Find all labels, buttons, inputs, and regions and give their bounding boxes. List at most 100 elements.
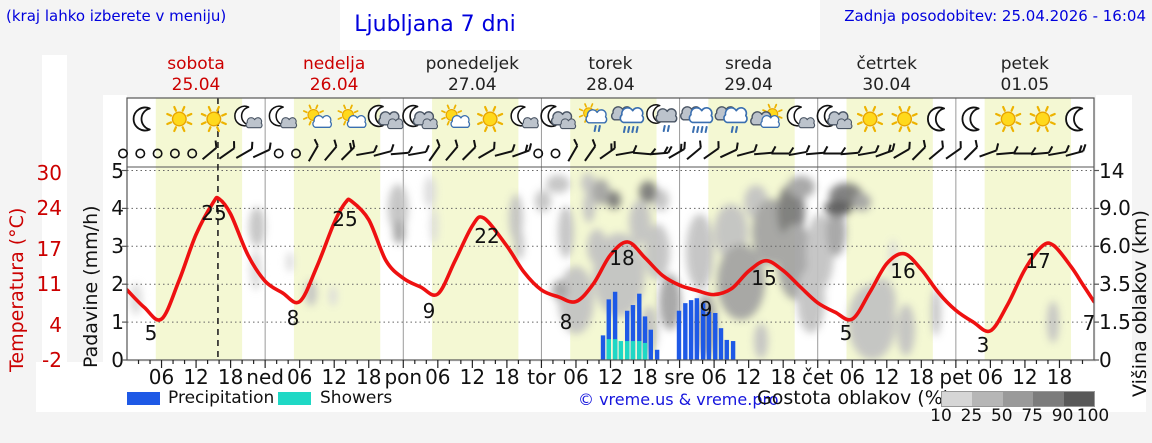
svg-text:18: 18 (609, 246, 634, 270)
time-label: 18 (494, 365, 520, 389)
weather-icon-sun-cloud (441, 104, 471, 128)
weather-icon-moon (1065, 106, 1084, 132)
weather-icon-sun (166, 105, 193, 133)
svg-text:5: 5 (145, 321, 158, 345)
weather-icon-moon (132, 106, 151, 132)
time-label: 18 (908, 365, 935, 389)
tick-label: 1 (111, 310, 124, 335)
svg-text:8: 8 (560, 310, 573, 334)
time-label: 06 (839, 365, 865, 389)
cloud-shading (130, 173, 1059, 360)
cloud-scale-label: 75 (1021, 406, 1044, 426)
time-label: 12 (1012, 365, 1038, 389)
time-label: 12 (874, 365, 900, 389)
cloud-scale-label: 100 (1076, 406, 1110, 426)
tick-label: 4 (111, 196, 124, 221)
time-label: 06 (563, 365, 589, 389)
time-label: 12 (459, 365, 486, 389)
weather-icon-moon-grayclouds (402, 104, 438, 130)
weather-icon-moon-cloud (786, 105, 816, 129)
cloud-scale-segment (1063, 392, 1094, 406)
cloud-density-scale-bar (941, 391, 1095, 407)
time-label: 18 (770, 365, 796, 389)
time-label: 06 (286, 365, 313, 389)
credit-link[interactable]: © vreme.us & vreme.pro (578, 390, 779, 409)
time-label: 06 (977, 365, 1004, 389)
weather-icon-moon (961, 106, 980, 132)
weather-icon-sun-cloud (302, 104, 332, 128)
svg-text:7: 7 (1083, 311, 1096, 335)
time-label: 12 (321, 365, 347, 389)
cloud-scale-segment (1002, 392, 1034, 406)
day-abbr-label: pet (939, 365, 973, 389)
weather-icon-sun-cloud (337, 104, 367, 128)
day-abbr-label: sre (664, 365, 695, 389)
time-label: 12 (183, 365, 209, 389)
day-header-torek: torek 28.04 (586, 54, 635, 96)
svg-text:22: 22 (474, 224, 499, 248)
precipitation-bars (600, 291, 736, 360)
tick-label: 24 (36, 196, 62, 221)
precipitation-legend-label: Precipitation (168, 388, 275, 408)
bg-strip (103, 95, 127, 392)
day-header-sobota: sobota 25.04 (167, 54, 225, 96)
tick-label: 1.5 (1099, 310, 1131, 335)
svg-text:9: 9 (423, 299, 436, 323)
weather-icon-moon (927, 106, 945, 132)
temperature-curve (127, 195, 1094, 334)
bg-strip (1096, 95, 1132, 392)
precipitation-swatch (127, 392, 160, 405)
weather-icon-moon-cloud-rain (646, 104, 678, 132)
tick-label: 9.0 (1099, 196, 1131, 221)
tick-label: 14 (1099, 158, 1125, 183)
cloud-scale-label: 10 (930, 406, 952, 426)
time-label: 18 (217, 365, 244, 389)
day-abbr-label: ned (246, 365, 284, 389)
cloud-scale-segment (1033, 392, 1064, 406)
day-header-petek: petek 01.05 (1000, 54, 1050, 96)
cloud-scale-label: 50 (990, 406, 1013, 426)
svg-text:15: 15 (751, 266, 776, 290)
weather-icon-sun (200, 105, 227, 133)
cloud-scale-label: 25 (960, 406, 983, 426)
time-label: 12 (735, 365, 762, 389)
weather-icon-clouds-rain4 (610, 106, 645, 133)
showers-legend-label: Showers (320, 388, 393, 408)
tick-label: 5 (111, 158, 124, 183)
location-menu-hint: (kraj lahko izberete v meniju) (6, 7, 227, 25)
time-label: 06 (701, 365, 727, 389)
temperature-value-labels: 25 25 22 18 15 16 17 5 8 9 8 9 5 3 7 (145, 201, 1096, 357)
weather-icon-sun (995, 105, 1022, 133)
cloud-scale-segment (972, 392, 1003, 406)
weather-icon-sun (1029, 105, 1056, 133)
page-title: Ljubljana 7 dni (354, 12, 516, 37)
bg-strip (340, 0, 820, 50)
time-label: 06 (148, 365, 175, 389)
weather-icon-cloud-sun (750, 103, 783, 128)
day-header-četrtek: četrtek 30.04 (856, 54, 917, 96)
day-abbr-label: čet (802, 365, 834, 389)
last-update-text: Zadnja posodobitev: 25.04.2026 - 16:04 (844, 7, 1146, 25)
weather-icon-sun (891, 105, 918, 133)
weather-icon-moon-cloud (234, 105, 263, 129)
time-label: 18 (1046, 365, 1073, 389)
day-header-sreda: sreda 29.04 (724, 54, 773, 96)
day-header-ponedeljek: ponedeljek 27.04 (425, 54, 519, 96)
weather-icon-clouds-rain4 (680, 106, 714, 133)
weather-icons-row (132, 103, 1084, 133)
weather-icon-sun (856, 105, 884, 133)
tick-label: 6.0 (1099, 234, 1131, 259)
cloud-density-label: Gostota oblakov (%) (757, 387, 951, 409)
time-label: 18 (632, 365, 658, 389)
tick-label: 2 (111, 272, 124, 297)
tick-label: 0 (111, 348, 124, 372)
shower-bars (606, 339, 648, 360)
svg-text:17: 17 (1025, 249, 1050, 273)
tick-label: 3.5 (1099, 272, 1131, 297)
cloud-scale-label: 90 (1051, 406, 1074, 426)
svg-text:25: 25 (201, 201, 226, 225)
tick-label: 30 (36, 161, 62, 186)
weather-icon-moon-cloud (510, 105, 539, 129)
weather-icon-sun-cloud-rain (578, 103, 608, 132)
wind-barbs-row (118, 138, 1087, 162)
